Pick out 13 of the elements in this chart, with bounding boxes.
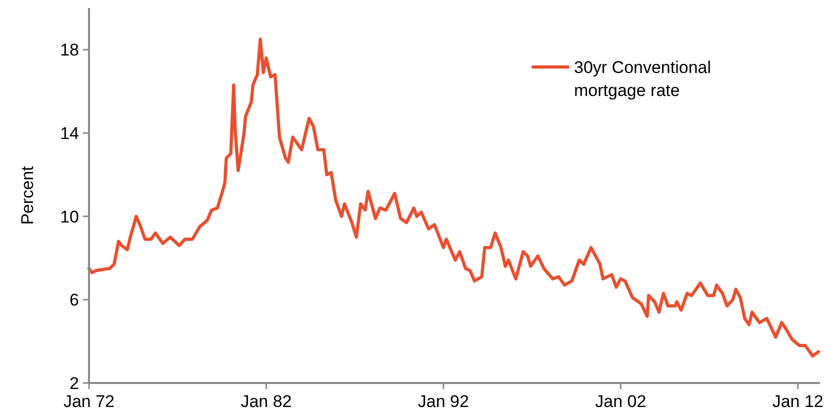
line-series — [87, 38, 820, 358]
x-tick-label: Jan 82 — [240, 392, 292, 411]
y-axis-title: Percent — [18, 166, 37, 225]
x-tick-label: Jan 12 — [772, 392, 824, 411]
x-tick-label: Jan 92 — [418, 392, 469, 411]
legend-label: 30yr Conventional mortgage rate — [574, 58, 712, 100]
y-tick-label: 10 — [60, 207, 79, 226]
y-tick-label: 2 — [70, 374, 79, 393]
x-tick-label: Jan 72 — [63, 392, 115, 411]
y-tick-label: 6 — [70, 290, 79, 310]
y-tick-label: 14 — [60, 124, 79, 143]
x-tick-label: Jan 02 — [595, 392, 646, 411]
y-tick-label: 18 — [60, 40, 79, 60]
